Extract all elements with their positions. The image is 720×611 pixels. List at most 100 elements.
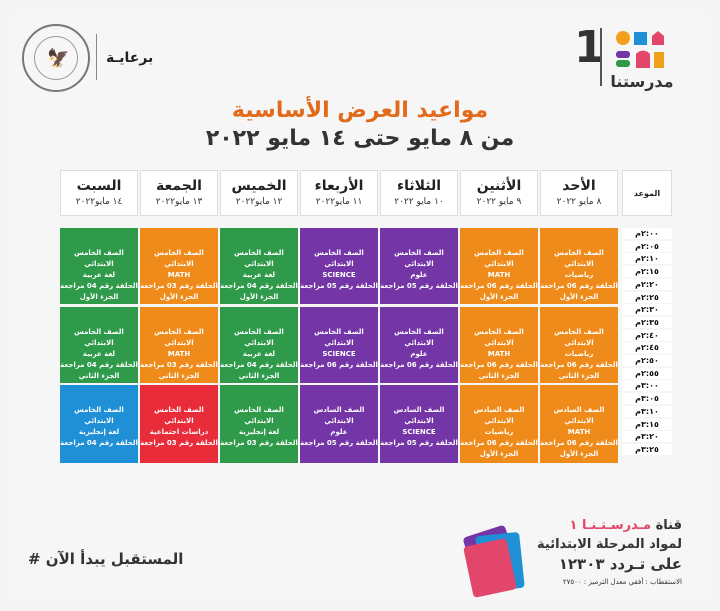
- lesson-line: الصف السادس الابتدائي: [393, 406, 445, 425]
- channel-word: قناة: [655, 518, 682, 533]
- lesson-line: الصف الخامس الابتدائي: [154, 249, 204, 268]
- time-slot: ٣:١٥م: [622, 418, 672, 430]
- lesson-line: علوم: [330, 428, 348, 436]
- lesson-line: الحلقة رقم 04 مراجعة: [60, 439, 138, 447]
- lesson-block: الصف السادس الابتدائي رياضيات الحلقة رقم 0…: [460, 385, 538, 463]
- day-name: الأثنين: [476, 178, 522, 194]
- lesson-line: لغة إنجليزية: [238, 428, 280, 436]
- lesson-block: الصف الخامس الابتدائي علوم الحلقة رقم 06 م…: [380, 307, 458, 383]
- time-slot: ٣:٠٥م: [622, 393, 672, 405]
- lesson-line: الحلقة رقم 05 مراجعة: [300, 282, 378, 290]
- lesson-block: الصف الخامس الابتدائي لغة عربية الحلقة رقم…: [60, 228, 138, 304]
- lesson-line: رياضيات: [484, 428, 514, 436]
- time-slot: ٣:٠٠م: [622, 380, 672, 392]
- time-slot: ٢:٠٥م: [622, 240, 672, 252]
- logo-text: مدرستنا: [610, 72, 674, 91]
- channel-subtitle: لمواد المرحلة الابتدائية: [537, 537, 682, 552]
- day-date: ٩ مايو ٢٠٢٢: [476, 197, 522, 207]
- lesson-line: الحلقة رقم 04 مراجعة: [220, 361, 298, 369]
- day-header: الجمعة ١٣ مايو٢٠٢٢: [140, 170, 218, 216]
- channel-name: مـدرسـتـنـا ١: [569, 518, 652, 533]
- lesson-line: لغة عربية: [82, 350, 116, 358]
- lesson-line: الصف الخامس الابتدائي: [554, 249, 604, 268]
- lesson-line: لغة إنجليزية: [78, 428, 120, 436]
- lesson-line: الحلقة رقم 03 مراجعة: [140, 361, 218, 369]
- logo-shapes-icon: [616, 31, 664, 68]
- day-name: الأحد: [562, 178, 596, 194]
- day-name: الثلاثاء: [396, 178, 442, 194]
- lesson-line: الحلقة رقم 06 مراجعة: [540, 282, 618, 290]
- lesson-line: الحلقة رقم 05 مراجعة: [380, 439, 458, 447]
- time-slot: ٢:٢٥م: [622, 291, 672, 303]
- lesson-line: الصف الخامس الابتدائي: [554, 328, 604, 347]
- lesson-block: الصف السادس الابتدائي SCIENCE الحلقة رقم 0…: [380, 385, 458, 463]
- lesson-block: الصف الخامس الابتدائي لغة إنجليزية الحلقة …: [220, 385, 298, 463]
- lesson-block: الصف الخامس الابتدائي لغة عربية الحلقة رقم…: [220, 228, 298, 304]
- channel-name-line: قناة مـدرسـتـنـا ١: [570, 518, 682, 533]
- lesson-line: MATH: [567, 428, 591, 436]
- day-header: الثلاثاء ١٠ مايو ٢٠٢٢: [380, 170, 458, 216]
- time-slot: ٢:٥٠م: [622, 355, 672, 366]
- day-name: السبت: [76, 178, 122, 194]
- time-slot: ٢:١٥م: [622, 266, 672, 278]
- lesson-line: الجزء الأول: [159, 293, 199, 301]
- lesson-line: الصف السادس الابتدائي: [473, 406, 525, 425]
- lesson-line: الحلقة رقم 06 مراجعة: [540, 361, 618, 369]
- lesson-line: علوم: [410, 350, 428, 358]
- lesson-line: SCIENCE: [402, 428, 436, 436]
- lesson-line: الحلقة رقم 04 مراجعة: [60, 361, 138, 369]
- lesson-line: الصف الخامس الابتدائي: [234, 328, 284, 347]
- day-header: الأربعاء ١١ مايو٢٠٢٢: [300, 170, 378, 216]
- schedule-date-range: من ٨ مايو حتى ١٤ مايو ٢٠٢٢: [205, 126, 515, 151]
- time-slot: ٢:٣٠م: [622, 304, 672, 316]
- lesson-line: MATH: [167, 350, 191, 358]
- lesson-line: الحلقة رقم 05 مراجعة: [380, 282, 458, 290]
- lesson-block: الصف السادس الابتدائي علوم الحلقة رقم 05 م…: [300, 385, 378, 463]
- lesson-line: الصف الخامس الابتدائي: [314, 328, 364, 347]
- books-icon: [463, 525, 525, 598]
- time-slot: ٢:١٠م: [622, 253, 672, 265]
- lesson-line: الحلقة رقم 06 مراجعة: [460, 361, 538, 369]
- lesson-block: الصف الخامس الابتدائي SCIENCE الحلقة رقم 0…: [300, 228, 378, 304]
- lesson-block: الصف الخامس الابتدائي MATH الحلقة رقم 06 م…: [460, 228, 538, 304]
- sponsor-divider: [96, 34, 97, 80]
- lesson-line: الجزء الأول: [479, 450, 519, 458]
- day-name: الخميس: [231, 178, 287, 194]
- lesson-line: الصف الخامس الابتدائي: [314, 249, 364, 268]
- schedule-title: مواعيد العرض الأساسية: [231, 98, 489, 123]
- lesson-block: الصف الخامس الابتدائي رياضيات الحلقة رقم 0…: [540, 307, 618, 383]
- lesson-block: الصف الخامس الابتدائي رياضيات الحلقة رقم 0…: [540, 228, 618, 304]
- day-date: ١٤ مايو٢٠٢٢: [75, 197, 123, 207]
- lesson-block: الصف الخامس الابتدائي لغة عربية الحلقة رقم…: [60, 307, 138, 383]
- lesson-line: الحلقة رقم 03 مراجعة: [140, 282, 218, 290]
- lesson-line: الجزء الثاني: [558, 372, 600, 380]
- lesson-line: الجزء الأول: [239, 293, 279, 301]
- lesson-line: الصف السادس الابتدائي: [313, 406, 365, 425]
- lesson-line: الجزء الأول: [479, 293, 519, 301]
- day-name: الجمعة: [156, 178, 202, 194]
- lesson-line: MATH: [167, 271, 191, 279]
- time-slot: ٢:٢٠م: [622, 278, 672, 290]
- lesson-line: رياضيات: [564, 350, 594, 358]
- lesson-line: علوم: [410, 271, 428, 279]
- time-slot: ٣:٢٠م: [622, 431, 672, 443]
- channel-details: الاستقطاب : أفقي معدل الترميز : ٢٧٥٠٠: [562, 578, 682, 586]
- lesson-line: الصف الخامس الابتدائي: [74, 328, 124, 347]
- day-header: الأحد ٨ مايو ٢٠٢٢: [540, 170, 618, 216]
- lesson-line: رياضيات: [564, 271, 594, 279]
- lesson-block: الصف الخامس الابتدائي MATH الحلقة رقم 03 م…: [140, 228, 218, 304]
- lesson-line: الحلقة رقم 06 مراجعة: [380, 361, 458, 369]
- lesson-line: الحلقة رقم 06 مراجعة: [460, 439, 538, 447]
- lesson-block: الصف الخامس الابتدائي SCIENCE الحلقة رقم 0…: [300, 307, 378, 383]
- day-date: ٨ مايو ٢٠٢٢: [556, 197, 602, 207]
- time-slot: ٣:١٠م: [622, 405, 672, 417]
- lesson-line: الصف الخامس الابتدائي: [74, 249, 124, 268]
- time-column-header: الموعد: [622, 170, 672, 216]
- lesson-line: لغة عربية: [242, 350, 276, 358]
- seal-inner-ring: 🦅: [34, 36, 78, 80]
- lesson-line: الصف الخامس الابتدائي: [154, 328, 204, 347]
- lesson-line: MATH: [487, 271, 511, 279]
- lesson-line: الجزء الثاني: [478, 372, 520, 380]
- time-slot: ٢:٠٠م: [622, 228, 672, 239]
- lesson-line: الحلقة رقم 04 مراجعة: [220, 282, 298, 290]
